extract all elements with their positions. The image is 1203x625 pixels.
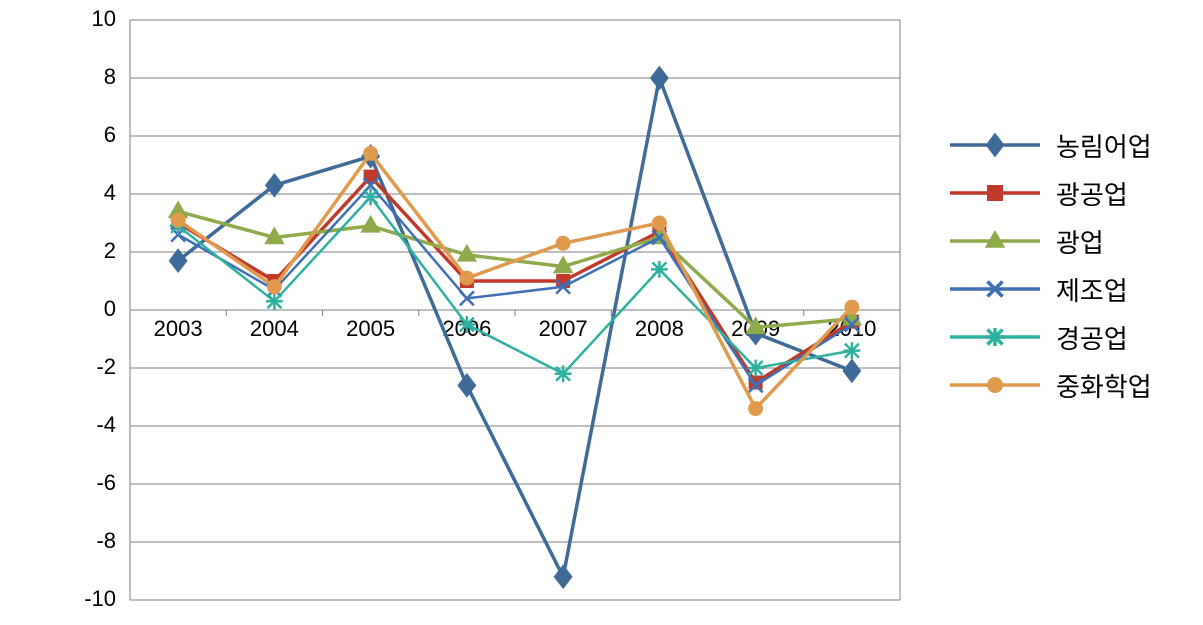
legend-label: 중화학업	[1056, 367, 1152, 404]
marker-diamond	[554, 565, 572, 588]
legend-label: 광공업	[1056, 175, 1128, 212]
x-tick-label: 2005	[346, 316, 395, 341]
marker-diamond	[651, 66, 669, 89]
marker-circle	[749, 402, 763, 416]
legend-swatch	[950, 226, 1040, 256]
legend-swatch-svg	[950, 322, 1040, 352]
legend-label: 제조업	[1056, 271, 1128, 308]
y-tick-label: -4	[96, 412, 116, 437]
marker-triangle	[986, 231, 1005, 247]
marker-circle	[652, 216, 666, 230]
y-tick-label: 10	[92, 6, 116, 31]
legend-item-s2: 광공업	[950, 178, 1152, 208]
y-tick-label: -6	[96, 470, 116, 495]
y-tick-label: 2	[104, 238, 116, 263]
legend-swatch	[950, 370, 1040, 400]
legend-item-s6: 중화학업	[950, 370, 1152, 400]
legend-item-s5: 경공업	[950, 322, 1152, 352]
legend-swatch-svg	[950, 370, 1040, 400]
legend-swatch-svg	[950, 130, 1040, 160]
y-tick-label: 4	[104, 180, 116, 205]
chart-legend: 농림어업광공업광업제조업경공업중화학업	[950, 130, 1152, 400]
legend-swatch-svg	[950, 274, 1040, 304]
marker-circle	[171, 213, 185, 227]
legend-item-s4: 제조업	[950, 274, 1152, 304]
marker-circle	[267, 280, 281, 294]
x-tick-label: 2008	[635, 316, 684, 341]
x-tick-label: 2004	[250, 316, 299, 341]
y-tick-label: 0	[104, 296, 116, 321]
line-chart: -10-8-6-4-202468102003200420052006200720…	[0, 0, 1203, 625]
marker-circle	[460, 271, 474, 285]
legend-item-s1: 농림어업	[950, 130, 1152, 160]
marker-circle	[845, 300, 859, 314]
legend-label: 광업	[1056, 223, 1104, 260]
legend-swatch	[950, 130, 1040, 160]
legend-swatch-svg	[950, 226, 1040, 256]
marker-square	[988, 186, 1003, 201]
marker-diamond	[169, 249, 187, 272]
marker-diamond	[266, 174, 284, 197]
legend-label: 경공업	[1056, 319, 1128, 356]
y-tick-label: -8	[96, 528, 116, 553]
legend-item-s3: 광업	[950, 226, 1152, 256]
y-tick-label: -2	[96, 354, 116, 379]
y-tick-label: 6	[104, 122, 116, 147]
marker-diamond	[986, 133, 1004, 156]
marker-diamond	[843, 359, 861, 382]
marker-triangle	[361, 216, 380, 232]
marker-diamond	[458, 374, 476, 397]
y-tick-label: -10	[84, 586, 116, 611]
x-tick-label: 2003	[154, 316, 203, 341]
x-tick-label: 2007	[539, 316, 588, 341]
marker-circle	[364, 146, 378, 160]
marker-circle	[988, 378, 1003, 393]
legend-label: 농림어업	[1056, 127, 1152, 164]
marker-circle	[556, 236, 570, 250]
legend-swatch-svg	[950, 178, 1040, 208]
legend-swatch	[950, 178, 1040, 208]
y-tick-label: 8	[104, 64, 116, 89]
legend-swatch	[950, 322, 1040, 352]
legend-swatch	[950, 274, 1040, 304]
